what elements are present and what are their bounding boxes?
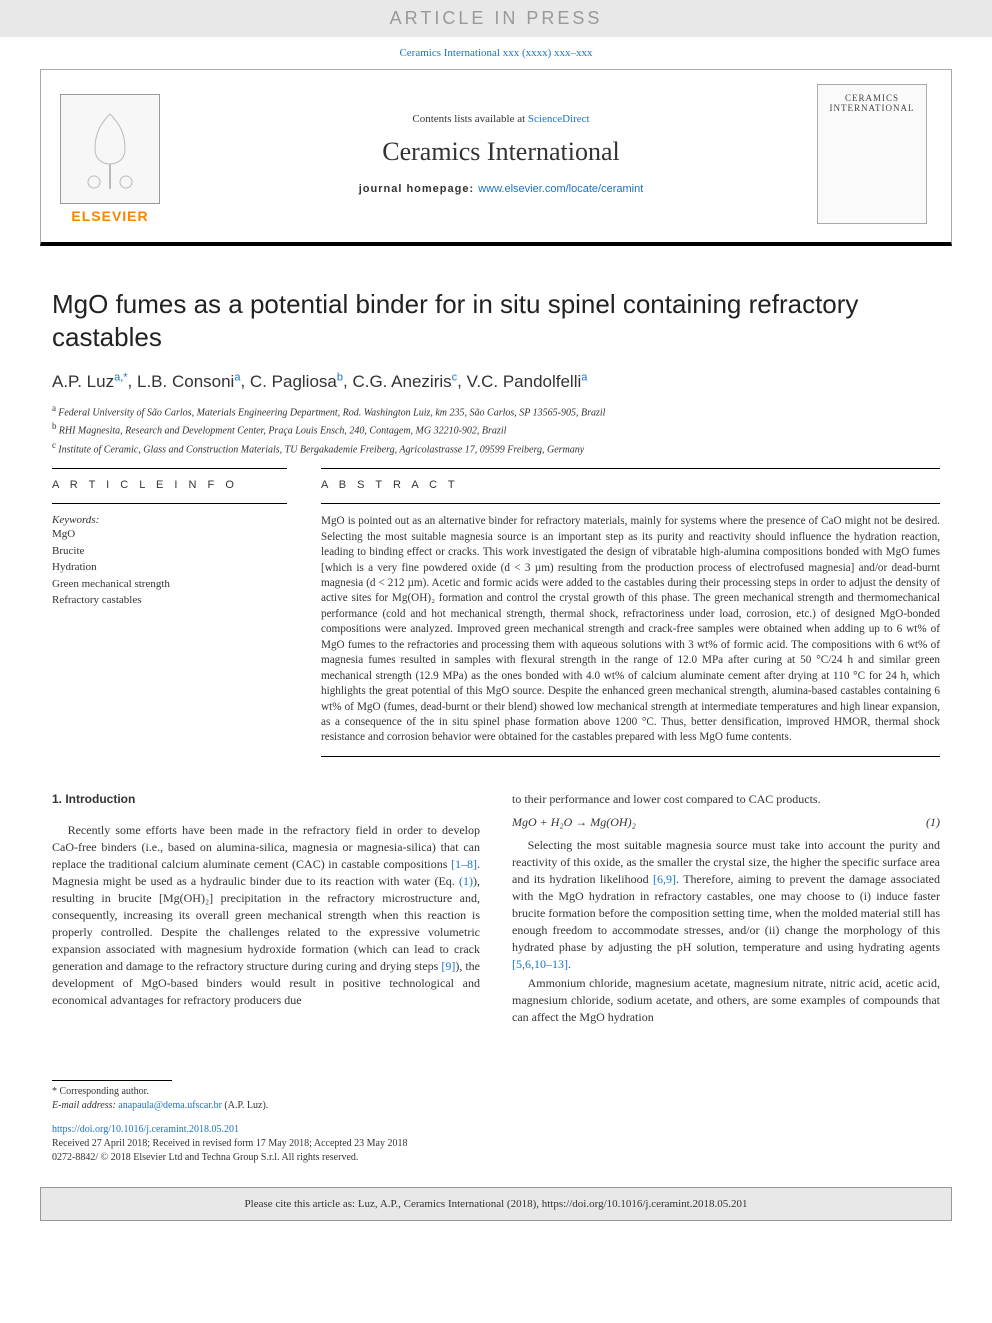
intro-paragraph: to their performance and lower cost comp…: [512, 791, 940, 808]
text: .: [568, 957, 571, 971]
cite-this-article-box: Please cite this article as: Luz, A.P., …: [40, 1187, 952, 1221]
corresponding-author-note: * Corresponding author.: [52, 1085, 940, 1099]
abstract-column: A B S T R A C T MgO is pointed out as an…: [321, 468, 940, 757]
keyword: Refractory castables: [52, 592, 287, 609]
journal-title: Ceramics International: [201, 137, 801, 167]
email-suffix: (A.P. Luz).: [222, 1100, 268, 1111]
publisher-name: ELSEVIER: [71, 208, 148, 224]
affiliation: c Institute of Ceramic, Glass and Constr…: [52, 439, 940, 458]
copyright-line: 0272-8842/ © 2018 Elsevier Ltd and Techn…: [52, 1151, 940, 1165]
author-affiliation-mark: c: [452, 371, 458, 383]
article-info-column: A R T I C L E I N F O Keywords: MgOBruci…: [52, 468, 287, 757]
equation-number: (1): [926, 814, 940, 831]
citation-link[interactable]: [5,6,10–13]: [512, 957, 568, 971]
cover-subtitle: INTERNATIONAL: [830, 103, 915, 113]
keyword: Hydration: [52, 559, 287, 576]
email-line: E-mail address: anapaula@dema.ufscar.br …: [52, 1099, 940, 1113]
article-in-press-banner: ARTICLE IN PRESS: [0, 0, 992, 37]
author-list: A.P. Luza,*, L.B. Consonia, C. Pagliosab…: [52, 371, 940, 392]
author: V.C. Pandolfellia: [467, 372, 588, 391]
article-title: MgO fumes as a potential binder for in s…: [52, 288, 940, 353]
intro-paragraph: Recently some efforts have been made in …: [52, 822, 480, 1009]
affiliations: a Federal University of São Carlos, Mate…: [52, 402, 940, 458]
author: A.P. Luza,*: [52, 372, 128, 391]
masthead: ELSEVIER Contents lists available at Sci…: [40, 69, 952, 246]
rule: [52, 503, 287, 504]
homepage-label: journal homepage:: [359, 183, 478, 195]
citation-link[interactable]: [6,9]: [653, 872, 676, 886]
author: C. Pagliosab: [250, 372, 343, 391]
rule: [321, 503, 940, 504]
section-heading-introduction: 1. Introduction: [52, 791, 480, 808]
article-info-label: A R T I C L E I N F O: [52, 479, 287, 491]
rule: [52, 468, 287, 469]
journal-homepage: journal homepage: www.elsevier.com/locat…: [201, 183, 801, 195]
keyword: Brucite: [52, 543, 287, 560]
affiliation: b RHI Magnesita, Research and Developmen…: [52, 420, 940, 439]
author-affiliation-mark: a: [581, 371, 587, 383]
citation-link[interactable]: [9]: [441, 959, 455, 973]
received-dates: Received 27 April 2018; Received in revi…: [52, 1137, 940, 1151]
body-text: 1. Introduction Recently some efforts ha…: [52, 791, 940, 1026]
author: L.B. Consonia: [137, 372, 240, 391]
keywords-label: Keywords:: [52, 514, 287, 526]
homepage-link[interactable]: www.elsevier.com/locate/ceramint: [478, 183, 643, 195]
abstract-text: MgO is pointed out as an alternative bin…: [321, 514, 940, 746]
rule: [321, 756, 940, 757]
intro-paragraph: Selecting the most suitable magnesia sou…: [512, 837, 940, 973]
rule: [321, 468, 940, 469]
keyword: MgO: [52, 526, 287, 543]
author-affiliation-mark: a: [234, 371, 240, 383]
doi-link[interactable]: https://doi.org/10.1016/j.ceramint.2018.…: [52, 1124, 239, 1135]
equation: MgO + H₂O → Mg(OH)₂ (1): [512, 814, 940, 831]
elsevier-tree-icon: [60, 94, 160, 204]
author: C.G. Anezirisc: [352, 372, 457, 391]
publisher-logo: ELSEVIER: [55, 84, 165, 224]
keywords-list: MgOBruciteHydrationGreen mechanical stre…: [52, 526, 287, 609]
citation-link[interactable]: [1–8]: [451, 857, 477, 871]
intro-paragraph: Ammonium chloride, magnesium acetate, ma…: [512, 975, 940, 1026]
affiliation: a Federal University of São Carlos, Mate…: [52, 402, 940, 421]
author-affiliation-mark: b: [337, 371, 343, 383]
journal-cover-thumbnail: CERAMICS INTERNATIONAL: [817, 84, 927, 224]
cover-title: CERAMICS: [845, 93, 899, 103]
abstract-label: A B S T R A C T: [321, 479, 940, 491]
equation-ref-link[interactable]: (1): [459, 874, 473, 888]
author-email-link[interactable]: anapaula@dema.ufscar.br: [118, 1100, 222, 1111]
contents-line: Contents lists available at ScienceDirec…: [201, 113, 801, 125]
author-affiliation-mark: a,*: [114, 371, 127, 383]
footnotes: * Corresponding author. E-mail address: …: [52, 1080, 940, 1165]
equation-body: MgO + H₂O → Mg(OH)₂: [512, 814, 636, 831]
contents-prefix: Contents lists available at: [412, 113, 527, 125]
keyword: Green mechanical strength: [52, 576, 287, 593]
text: Recently some efforts have been made in …: [52, 823, 480, 871]
rule: [52, 1080, 172, 1081]
journal-reference: Ceramics International xxx (xxxx) xxx–xx…: [0, 37, 992, 69]
sciencedirect-link[interactable]: ScienceDirect: [528, 113, 590, 125]
text: ), resulting in brucite [Mg(OH)₂] precip…: [52, 874, 480, 973]
masthead-center: Contents lists available at ScienceDirec…: [201, 113, 801, 195]
email-label: E-mail address:: [52, 1100, 118, 1111]
